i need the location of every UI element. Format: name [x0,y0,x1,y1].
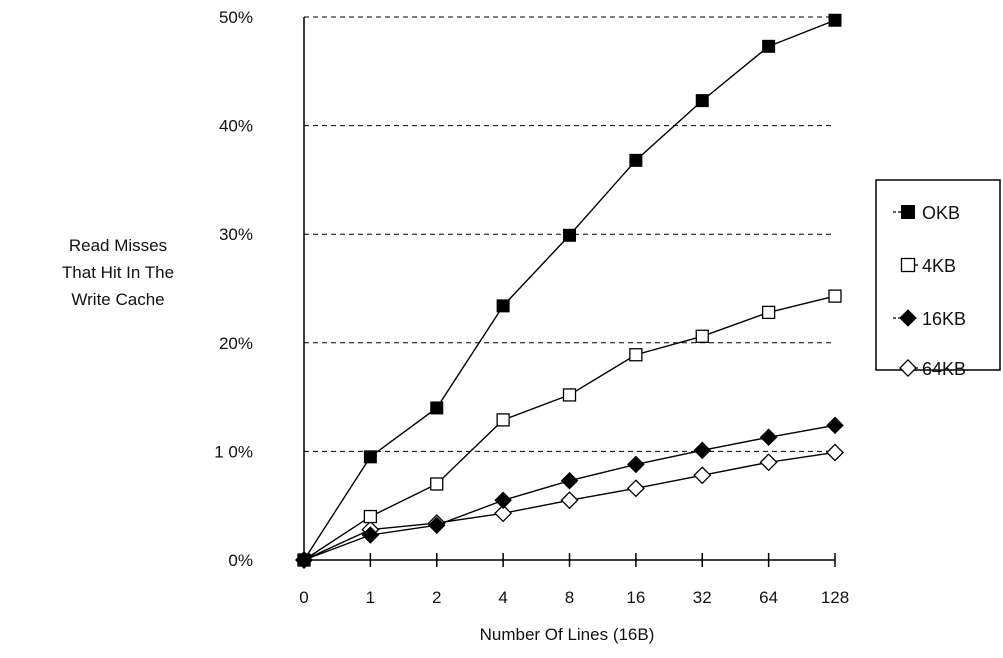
legend-item-64kb: 64KB [899,359,966,379]
x-tick-label: 8 [565,588,574,607]
data-point-64kb [826,443,844,462]
x-tick-label: 128 [821,588,849,607]
data-point-okb [297,553,311,567]
x-tick-labels: 0 1 2 4 8 16 32 64 128 [299,588,849,607]
data-point-4kb [430,477,444,491]
data-point-4kb [828,289,842,303]
data-point-64kb [759,453,778,472]
y-tick-label: 30% [219,225,253,244]
data-point-4kb [496,413,510,427]
y-tick-label: 1 0% [214,442,253,461]
legend-marker-4kb [900,257,916,273]
data-point-16kb [361,526,380,544]
data-point-64kb [560,491,579,510]
legend-marker-16kb [899,309,917,327]
y-tick-labels: 0% 1 0% 20% 30% 40% 50% [214,8,253,570]
y-axis-label-line-3: Write Cache [71,290,164,309]
data-point-okb [363,450,377,464]
data-point-4kb [629,348,643,362]
data-point-16kb [627,455,645,474]
y-axis-label-line-2: That Hit In The [62,263,174,282]
data-point-4kb [562,388,577,402]
data-point-okb [496,299,510,313]
legend-label-64kb: 64KB [922,359,966,379]
legend-marker-64kb [899,359,917,377]
legend-label-16kb: 16KB [922,309,966,329]
data-point-okb [695,94,709,108]
axes [303,17,836,567]
series-layer [295,13,844,569]
data-point-16kb [427,516,446,535]
y-axis-label-line-1: Read Misses [69,236,167,255]
legend-item-16kb: 16KB [893,309,966,329]
data-point-okb [828,13,842,27]
series-line-4kb [303,295,836,561]
data-point-4kb [695,329,709,343]
x-tick-label: 64 [759,588,778,607]
data-point-okb [629,153,643,167]
data-point-okb [762,39,776,53]
x-tick-label: 1 [366,588,375,607]
x-tick-label: 0 [299,588,308,607]
data-point-16kb [826,416,844,435]
x-tick-label: 32 [693,588,712,607]
data-point-64kb [494,504,513,523]
data-point-okb [430,401,444,415]
data-point-4kb [761,305,776,320]
data-point-16kb [494,491,512,510]
x-axis-label: Number Of Lines (16B) [480,625,655,644]
legend-item-4kb: 4KB [900,256,956,276]
data-point-64kb [626,479,645,498]
data-point-16kb [759,428,778,447]
legend-label-okb: OKB [922,203,960,223]
legend-item-okb: OKB [893,203,960,223]
y-tick-label: 50% [219,8,253,27]
data-point-4kb [363,509,378,524]
data-point-64kb [693,466,712,485]
legend: OKB 4KB 16KB 64KB [875,179,1001,379]
legend-marker-okb [901,205,915,219]
x-tick-label: 16 [626,588,645,607]
x-tick-label: 4 [498,588,507,607]
x-tick-label: 2 [432,588,441,607]
data-point-16kb [693,441,712,460]
y-tick-label: 40% [219,117,253,136]
y-tick-label: 20% [219,334,253,353]
data-point-16kb [560,471,579,490]
data-point-okb [563,228,576,242]
legend-label-4kb: 4KB [922,256,956,276]
legend-box [875,179,1001,371]
y-tick-label: 0% [228,551,253,570]
